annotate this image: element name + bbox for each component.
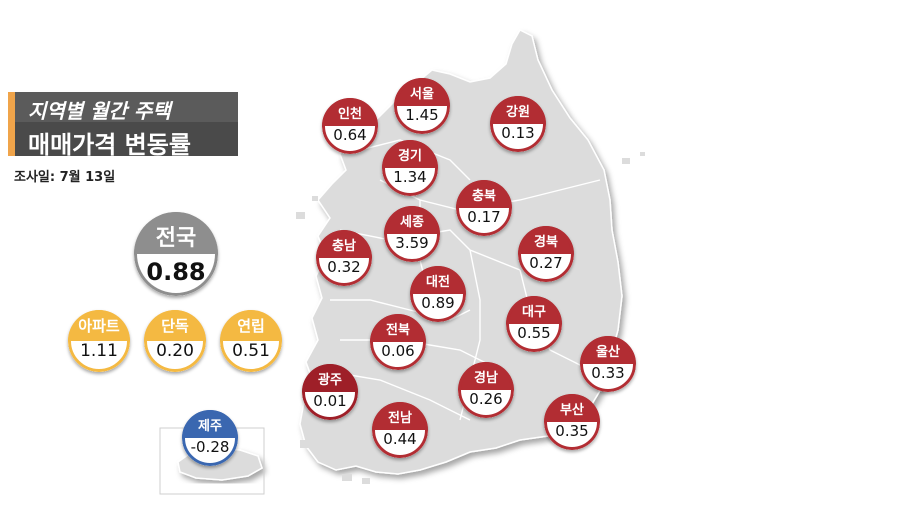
region-value: 0.27 (518, 254, 574, 282)
region-badge-busan: 부산 0.35 (544, 394, 600, 450)
region-value: 0.44 (372, 430, 428, 458)
region-value: 0.13 (490, 124, 546, 152)
region-name: 인천 (322, 98, 378, 126)
region-value: 0.33 (580, 364, 636, 392)
survey-date: 조사일: 7월 13일 (14, 170, 116, 185)
region-value: 0.01 (302, 392, 358, 420)
region-name: 경북 (518, 226, 574, 254)
region-badge-jeonnam: 전남 0.44 (372, 402, 428, 458)
region-value: 0.26 (458, 390, 514, 418)
region-value: -0.28 (182, 438, 238, 466)
region-value: 1.45 (394, 106, 450, 134)
type-label: 연립 (220, 310, 282, 341)
region-badge-daegu: 대구 0.55 (506, 296, 562, 352)
region-value: 0.06 (370, 342, 426, 370)
region-badge-gwangju: 광주 0.01 (302, 364, 358, 420)
island-marks (296, 152, 645, 484)
region-name: 전북 (370, 314, 426, 342)
region-value: 0.32 (316, 258, 372, 286)
region-badge-chungnam: 충남 0.32 (316, 230, 372, 286)
type-value: 1.11 (68, 341, 130, 372)
region-value: 0.89 (410, 294, 466, 322)
region-name: 부산 (544, 394, 600, 422)
region-badge-incheon: 인천 0.64 (322, 98, 378, 154)
region-badge-gyeongbuk: 경북 0.27 (518, 226, 574, 282)
region-name: 서울 (394, 78, 450, 106)
region-name: 충남 (316, 230, 372, 258)
title-bar-top (8, 92, 238, 122)
region-name: 충북 (456, 180, 512, 208)
national-label: 전국 (134, 212, 218, 254)
region-name: 광주 (302, 364, 358, 392)
region-badge-chungbuk: 충북 0.17 (456, 180, 512, 236)
type-value: 0.20 (144, 341, 206, 372)
region-value: 1.34 (382, 168, 438, 196)
type-badge-detached: 단독 0.20 (144, 310, 206, 372)
region-badge-gangwon: 강원 0.13 (490, 96, 546, 152)
region-value: 0.17 (456, 208, 512, 236)
type-label: 단독 (144, 310, 206, 341)
type-label: 아파트 (68, 310, 130, 341)
title-line-2: 매매가격 변동률 (28, 131, 191, 159)
region-badge-seoul: 서울 1.45 (394, 78, 450, 134)
region-name: 강원 (490, 96, 546, 124)
region-badge-jeonbuk: 전북 0.06 (370, 314, 426, 370)
region-name: 전남 (372, 402, 428, 430)
region-value: 3.59 (384, 234, 440, 262)
region-name: 경기 (382, 140, 438, 168)
region-name: 세종 (384, 206, 440, 234)
region-badge-gyeongnam: 경남 0.26 (458, 362, 514, 418)
region-name: 제주 (182, 410, 238, 438)
region-badge-gyeonggi: 경기 1.34 (382, 140, 438, 196)
region-name: 경남 (458, 362, 514, 390)
region-name: 울산 (580, 336, 636, 364)
region-name: 대구 (506, 296, 562, 324)
national-badge: 전국 0.88 (134, 212, 218, 296)
region-badge-sejong: 세종 3.59 (384, 206, 440, 262)
region-value: 0.55 (506, 324, 562, 352)
title-accent-bar (8, 92, 15, 156)
region-name: 대전 (410, 266, 466, 294)
region-badge-ulsan: 울산 0.33 (580, 336, 636, 392)
title-bar-bottom (8, 122, 238, 156)
region-value: 0.64 (322, 126, 378, 154)
title-line-1: 지역별 월간 주택 (28, 99, 171, 123)
region-badge-jeju: 제주 -0.28 (182, 410, 238, 466)
region-value: 0.35 (544, 422, 600, 450)
type-badge-apartment: 아파트 1.11 (68, 310, 130, 372)
type-badge-rowhouse: 연립 0.51 (220, 310, 282, 372)
type-value: 0.51 (220, 341, 282, 372)
national-value: 0.88 (134, 254, 218, 296)
